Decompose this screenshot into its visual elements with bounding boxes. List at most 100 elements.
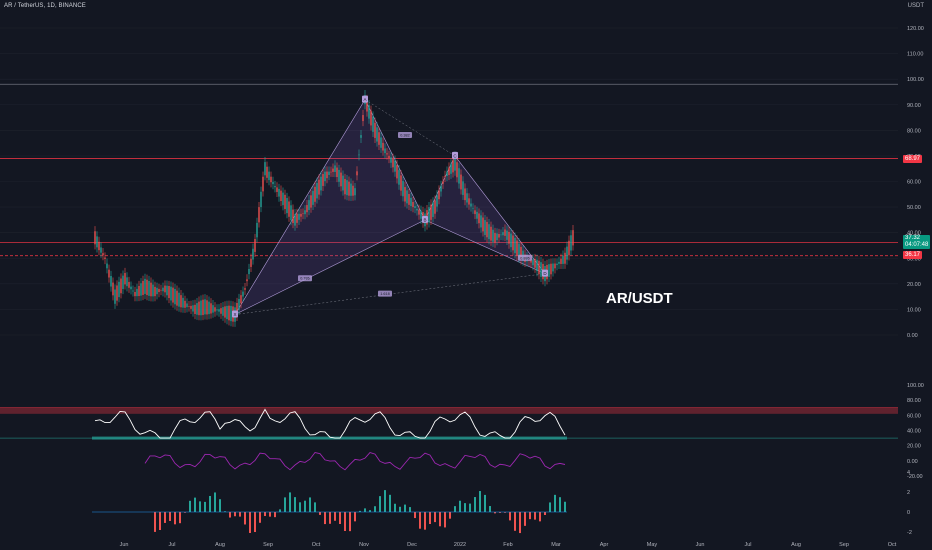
x-tick-label: Jun <box>696 542 705 548</box>
candle-body <box>572 230 574 246</box>
macd-histogram-bar <box>339 512 341 524</box>
candle-body <box>478 213 480 224</box>
macd-histogram-bar <box>219 499 221 512</box>
candle-body <box>512 235 514 251</box>
candle-body <box>250 258 252 267</box>
rsi-tick-label: 80.00 <box>907 398 921 404</box>
x-tick-label: Aug <box>215 542 225 548</box>
candle-body <box>554 263 556 269</box>
macd-histogram-bar <box>519 512 521 534</box>
macd-histogram-bar <box>524 512 526 526</box>
candle-body <box>100 247 102 253</box>
candle-body <box>494 232 496 243</box>
candle-body <box>358 154 360 156</box>
pattern-ratio-box <box>518 254 532 261</box>
candle-body <box>278 188 280 197</box>
rsi-tick-label: 0.00 <box>907 459 918 465</box>
x-tick-label: Jun <box>120 542 129 548</box>
y-tick-label: 30.00 <box>907 256 921 262</box>
candle-body <box>480 215 482 228</box>
macd-histogram-bar <box>319 512 321 515</box>
candle-body <box>328 171 330 176</box>
macd-tick-label: 0 <box>907 510 910 516</box>
candle-body <box>306 205 308 213</box>
current-price-tag: 37.32 04:07:48 <box>903 235 931 249</box>
candle-body <box>316 183 318 199</box>
candle-body <box>476 211 478 219</box>
candle-body <box>304 210 306 215</box>
candle-body <box>106 263 108 269</box>
x-tick-label: Oct <box>312 542 321 548</box>
candle-body <box>324 171 326 182</box>
candle-body <box>552 263 554 272</box>
pattern-ac-line <box>364 99 456 157</box>
macd-histogram-bar <box>159 512 161 531</box>
candle-body <box>190 305 192 309</box>
macd-histogram-bar <box>494 512 496 514</box>
macd-histogram-bar <box>424 512 426 530</box>
x-tick-label: Aug <box>791 542 801 548</box>
candle-body <box>466 193 468 203</box>
candle-body <box>398 170 400 185</box>
candle-body <box>468 198 470 205</box>
candle-body <box>330 171 332 173</box>
candle-body <box>352 185 354 196</box>
candle-body <box>290 205 292 221</box>
candle-body <box>198 301 200 316</box>
candle-body <box>312 190 314 205</box>
candle-body <box>144 278 146 294</box>
candle-body <box>218 309 220 312</box>
candle-body <box>346 180 348 196</box>
macd-histogram-bar <box>559 497 561 512</box>
candle-body <box>158 288 160 293</box>
candle-body <box>272 181 274 185</box>
pattern-point-box <box>362 95 368 103</box>
candle-body <box>120 278 122 294</box>
candle-body <box>136 288 138 297</box>
candle-body <box>130 286 132 290</box>
x-tick-label: Jul <box>168 542 175 548</box>
candle-body <box>548 264 550 277</box>
candle-body <box>452 159 454 173</box>
y-tick-label: 120.00 <box>907 26 924 32</box>
candle-body <box>376 127 378 142</box>
macd-histogram-bar <box>299 502 301 512</box>
candle-body <box>248 269 250 275</box>
macd-histogram-bar <box>539 512 541 522</box>
pattern-ratio-label: 0.786 <box>300 277 310 281</box>
macd-histogram-bar <box>244 512 246 525</box>
candle-body <box>408 193 410 205</box>
macd-histogram-bar <box>389 494 391 512</box>
candle-body <box>334 165 336 172</box>
candle-body <box>236 302 238 316</box>
candle-body <box>264 162 266 176</box>
macd-histogram-bar <box>329 512 331 524</box>
x-tick-label: 2022 <box>454 542 466 548</box>
candle-body <box>386 153 388 155</box>
candle-body <box>184 300 186 308</box>
candle-body <box>508 231 510 244</box>
candle-body <box>172 287 174 303</box>
x-tick-label: Sep <box>839 542 849 548</box>
macd-histogram-bar <box>309 497 311 512</box>
candle-body <box>208 301 210 315</box>
macd-histogram-bar <box>514 512 516 531</box>
macd-tick-label: 4 <box>907 470 910 476</box>
current-price-value: 37.32 <box>905 235 921 241</box>
support-price-tag: 36.17 <box>903 251 923 259</box>
candle-body <box>226 305 228 320</box>
candle-body <box>428 207 430 223</box>
macd-histogram-bar <box>474 497 476 512</box>
candle-body <box>256 222 258 238</box>
candle-body <box>362 115 364 122</box>
candle-body <box>482 217 484 232</box>
candle-body <box>560 258 562 264</box>
macd-histogram-bar <box>364 508 366 512</box>
macd-histogram-bar <box>434 512 436 523</box>
candle-body <box>112 282 114 296</box>
macd-tick-label: 2 <box>907 490 910 496</box>
candle-body <box>436 195 438 207</box>
macd-histogram-bar <box>169 512 171 521</box>
candle-body <box>274 186 276 188</box>
